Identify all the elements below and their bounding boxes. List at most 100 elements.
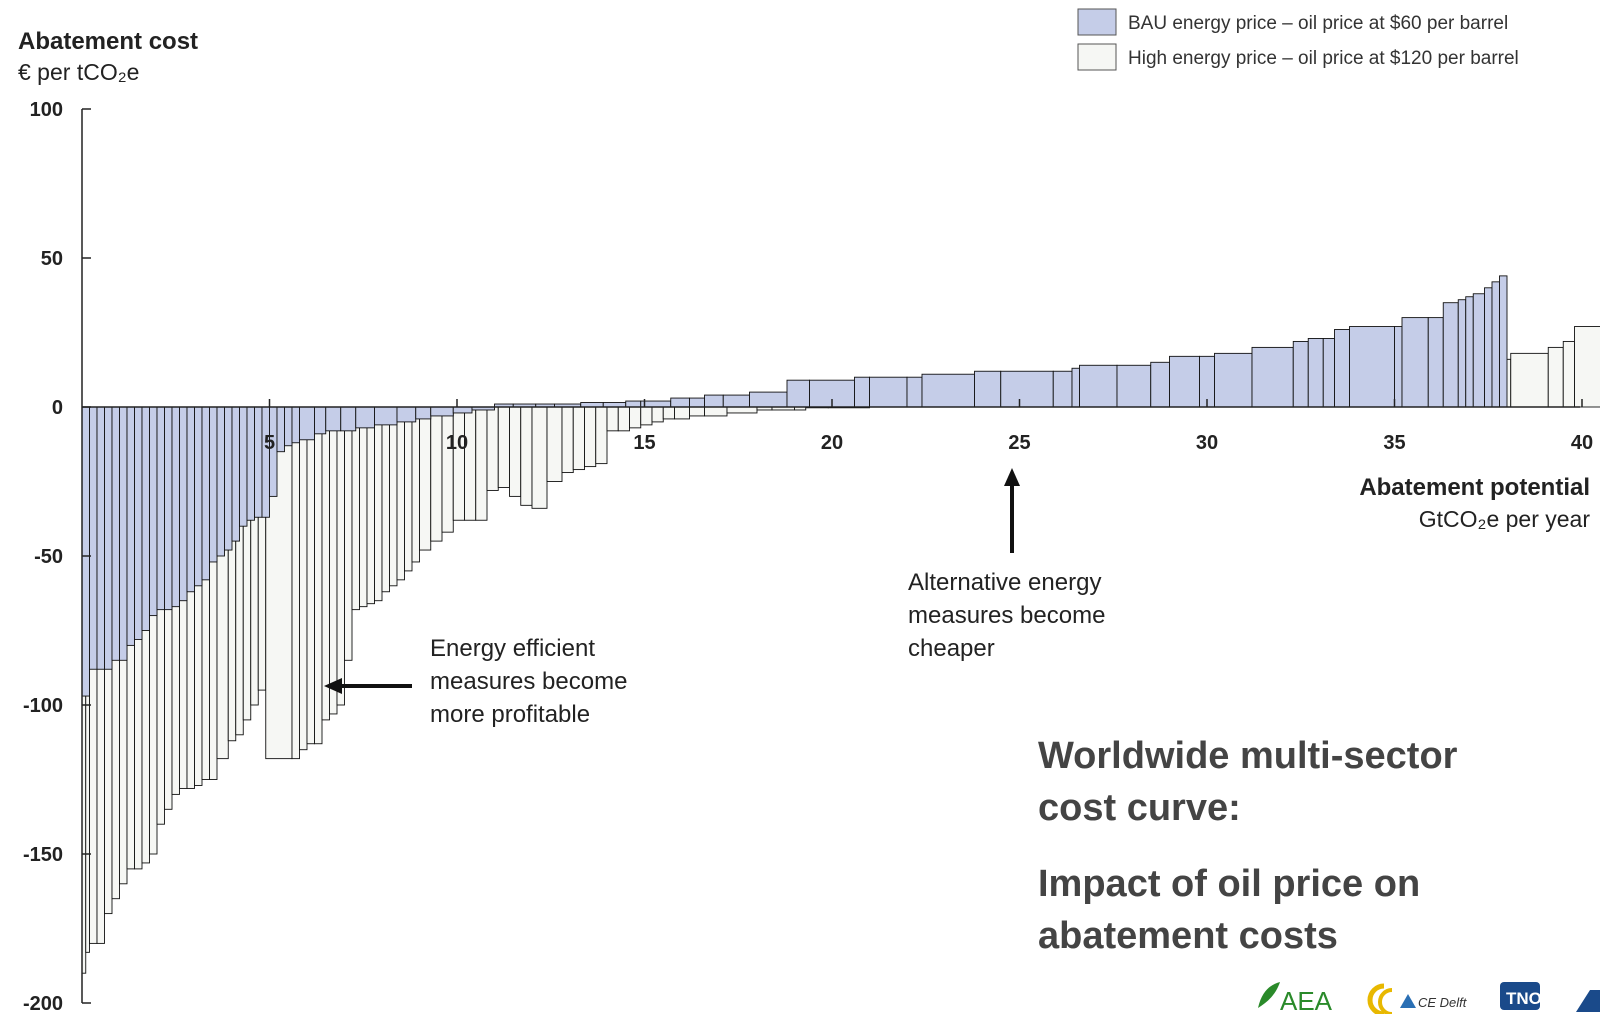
annotation-alternative: Alternative energy measures become cheap… — [908, 468, 1105, 662]
bau-bar-15 — [195, 407, 203, 586]
bau-bar-56 — [870, 377, 908, 407]
bau-bar-7 — [135, 407, 143, 639]
bau-bar-46 — [626, 401, 641, 407]
y-axis-unit: € per tCO₂e — [18, 59, 139, 85]
bau-bar-37 — [431, 407, 454, 416]
bau-bar-74 — [1350, 327, 1395, 407]
high-price-bar-32 — [337, 407, 345, 705]
high-price-bar-97 — [1563, 341, 1574, 407]
bau-bar-28 — [292, 407, 300, 443]
high-price-bar-66 — [690, 407, 705, 416]
bau-bar-33 — [356, 407, 375, 428]
high-price-bar-34 — [352, 407, 360, 610]
high-price-bar-64 — [663, 407, 674, 419]
bau-bar-64 — [1117, 365, 1151, 407]
bau-bar-50 — [705, 395, 724, 407]
bau-bar-57 — [907, 377, 922, 407]
bau-bar-26 — [277, 407, 285, 452]
high-price-bar-62 — [641, 407, 652, 425]
caption-line-4: abatement costs — [1038, 915, 1338, 957]
bau-bar-6 — [127, 407, 135, 645]
x-axis-title: Abatement potential — [1359, 474, 1590, 501]
bau-bar-58 — [922, 374, 975, 407]
bau-bar-83 — [1492, 282, 1500, 407]
y-tick-label-1: 50 — [41, 248, 63, 270]
high-price-bar-59 — [607, 407, 618, 431]
annotation-alternative-line-1: Alternative energy — [908, 569, 1101, 596]
bau-bar-65 — [1151, 362, 1170, 407]
bau-bar-76 — [1402, 318, 1428, 407]
high-price-bar-35 — [360, 407, 368, 607]
high-price-bar-50 — [498, 407, 509, 487]
bau-bar-80 — [1466, 297, 1474, 407]
bau-bar-12 — [172, 407, 180, 607]
partner-logo-icon — [1576, 990, 1600, 1012]
bau-bar-16 — [202, 407, 210, 580]
bau-bar-72 — [1323, 338, 1334, 407]
bau-bar-23 — [255, 407, 263, 517]
high-price-bar-53 — [532, 407, 547, 508]
x-tick-label-4: 25 — [1008, 432, 1030, 454]
caption: Worldwide multi-sector cost curve: Impac… — [1038, 735, 1458, 957]
legend-swatch-high — [1078, 44, 1116, 70]
ce-delft-arc-inner-icon — [1380, 990, 1392, 1014]
caption-line-3: Impact of oil price on — [1038, 863, 1420, 905]
high-price-bar-68 — [727, 407, 757, 413]
high-price-bar-95 — [1511, 353, 1549, 407]
high-price-bar-41 — [405, 407, 413, 571]
bau-bar-71 — [1308, 338, 1323, 407]
high-price-bar-29 — [315, 407, 323, 744]
bau-bar-3 — [105, 407, 113, 669]
x-tick-label-6: 35 — [1383, 432, 1405, 454]
x-tick-label-7: 40 — [1571, 432, 1593, 454]
bau-bar-21 — [240, 407, 248, 526]
high-price-bar-48 — [476, 407, 487, 520]
high-price-bar-47 — [465, 407, 476, 520]
bau-bar-4 — [112, 407, 120, 660]
legend: BAU energy price – oil price at $60 per … — [1078, 9, 1519, 70]
bau-bar-17 — [210, 407, 218, 562]
annotation-efficiency: Energy efficient measures become more pr… — [324, 635, 627, 728]
bau-bar-75 — [1395, 327, 1403, 407]
high-price-bar-51 — [510, 407, 521, 496]
y-tick-label-0: 100 — [30, 99, 63, 121]
bau-bar-34 — [375, 407, 398, 425]
bau-bar-61 — [1053, 371, 1072, 407]
high-price-bar-31 — [330, 407, 338, 714]
logo-tno: TNO — [1506, 989, 1542, 1008]
bau-bar-66 — [1170, 356, 1200, 407]
high-price-bar-61 — [630, 407, 641, 428]
high-price-bar-55 — [562, 407, 573, 473]
bau-bar-55 — [855, 377, 870, 407]
bau-bar-22 — [247, 407, 255, 520]
bau-bar-81 — [1473, 294, 1484, 407]
high-price-bar-54 — [547, 407, 562, 482]
bau-bar-18 — [217, 407, 225, 556]
y-tick-label-5: -150 — [23, 844, 63, 866]
x-axis-unit: GtCO₂e per year — [1419, 506, 1591, 532]
bau-bar-48 — [671, 398, 690, 407]
high-price-bar-44 — [431, 407, 442, 541]
high-price-bar-56 — [573, 407, 584, 470]
high-price-bar-60 — [618, 407, 629, 431]
annotation-alternative-line-3: cheaper — [908, 635, 995, 662]
annotation-efficiency-line-2: measures become — [430, 668, 627, 695]
bau-bar-19 — [225, 407, 233, 550]
bau-bar-11 — [165, 407, 173, 610]
legend-swatch-bau — [1078, 9, 1116, 35]
high-price-bar-98 — [1575, 327, 1600, 407]
bau-bar-9 — [150, 407, 158, 616]
bau-bar-35 — [397, 407, 416, 422]
high-price-bar-43 — [420, 407, 431, 550]
high-price-bar-46 — [453, 407, 464, 520]
bau-bar-8 — [142, 407, 150, 631]
high-price-bar-40 — [397, 407, 405, 580]
high-price-bar-63 — [652, 407, 663, 422]
bau-bar-20 — [232, 407, 240, 541]
high-price-bar-96 — [1548, 347, 1563, 407]
bau-bar-78 — [1443, 303, 1458, 407]
bau-bar-30 — [315, 407, 326, 434]
logos: AEA CE Delft TNO — [1258, 982, 1600, 1014]
bau-bar-52 — [750, 392, 788, 407]
